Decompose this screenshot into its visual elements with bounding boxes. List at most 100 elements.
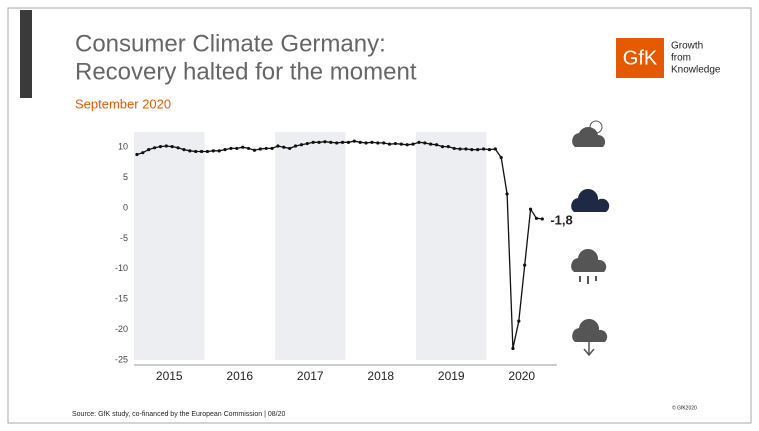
data-point — [258, 147, 262, 151]
rain-icon — [579, 276, 597, 284]
data-point — [223, 148, 227, 152]
data-point — [235, 146, 239, 151]
data-point — [429, 142, 433, 146]
data-point — [246, 146, 251, 151]
data-line — [136, 140, 543, 349]
x-tick-label: 2020 — [508, 369, 535, 383]
data-point — [540, 217, 544, 221]
copyright: © GfK2020 — [672, 404, 697, 411]
data-point — [393, 141, 398, 146]
data-point — [511, 346, 515, 351]
logo-tagline: from — [671, 53, 691, 64]
x-tick-label: 2019 — [438, 369, 465, 383]
arrow-icon — [583, 336, 595, 357]
logo-box — [616, 38, 664, 78]
data-point — [217, 149, 221, 153]
data-point — [387, 142, 392, 146]
data-point — [370, 140, 374, 144]
data-point — [487, 148, 492, 152]
data-point — [276, 144, 280, 148]
x-tick-label: 2018 — [367, 369, 394, 383]
data-point — [352, 139, 356, 143]
x-tick-label: 2016 — [226, 369, 253, 383]
accent-bar — [20, 10, 32, 98]
y-tick-label: 10 — [118, 142, 128, 152]
data-point — [470, 148, 474, 152]
data-point — [305, 141, 309, 146]
storm-cloud-icon — [572, 318, 608, 342]
data-point — [293, 144, 298, 148]
data-point — [264, 146, 268, 151]
data-point — [323, 140, 327, 144]
data-point — [158, 144, 163, 149]
cloud-icon — [571, 188, 610, 212]
data-point — [194, 149, 198, 154]
data-point — [452, 146, 456, 151]
y-tick-label: -10 — [115, 263, 128, 273]
data-point — [517, 319, 521, 323]
data-point — [311, 140, 315, 144]
data-point — [411, 142, 415, 146]
data-point — [346, 140, 351, 144]
logo-mark: GfK — [623, 47, 658, 69]
data-point — [476, 148, 480, 152]
data-point — [358, 140, 362, 144]
data-point — [528, 207, 533, 211]
data-point — [317, 140, 321, 144]
shaded-band — [134, 132, 205, 360]
logo-tagline: Knowledge — [671, 65, 721, 76]
data-point — [252, 148, 257, 152]
data-point — [523, 263, 527, 267]
shaded-band — [416, 132, 487, 360]
x-tick-label: 2017 — [297, 369, 324, 383]
shaded-band-key: 2019 — [438, 369, 465, 383]
rain-cloud-icon — [571, 248, 607, 272]
value-label: -1,8 — [550, 212, 572, 227]
x-tick-label: 2015 — [156, 369, 183, 383]
data-point — [205, 149, 210, 154]
shaded-band-key: 2017 — [297, 369, 324, 383]
source-note: Source: GfK study, co-financed by the Eu… — [72, 411, 285, 418]
y-tick-label: 5 — [123, 172, 128, 182]
data-point — [141, 151, 145, 155]
data-point — [376, 141, 380, 145]
data-point — [481, 147, 486, 151]
data-point — [241, 145, 245, 149]
data-point — [164, 144, 168, 148]
y-tick-label: -5 — [120, 233, 128, 243]
title-line: Consumer Climate Germany: — [75, 30, 386, 57]
title-line: Recovery halted for the moment — [75, 58, 417, 85]
data-point — [170, 144, 174, 149]
data-point — [440, 144, 445, 149]
data-point — [399, 142, 403, 146]
y-tick-label: 0 — [123, 202, 128, 212]
data-point — [340, 140, 345, 144]
y-tick-label: -15 — [115, 294, 128, 304]
data-point — [211, 149, 215, 153]
data-point — [434, 143, 439, 147]
data-point — [505, 192, 509, 196]
data-point — [188, 149, 192, 153]
data-point — [199, 149, 204, 154]
data-point — [382, 141, 386, 145]
weather-icons — [571, 120, 610, 357]
data-point — [329, 140, 333, 144]
data-point — [417, 140, 421, 144]
data-point — [464, 147, 468, 151]
data-point — [534, 216, 539, 220]
data-point — [288, 146, 292, 151]
cloud-icon — [572, 126, 606, 147]
y-tick-label: -25 — [115, 354, 128, 364]
data-point — [135, 152, 139, 157]
shaded-band-key: 2015 — [156, 369, 183, 383]
data-point — [282, 145, 286, 149]
data-point — [493, 147, 497, 151]
data-point — [446, 144, 450, 149]
data-point — [182, 148, 186, 152]
data-point — [364, 141, 368, 145]
shaded-band — [275, 132, 346, 360]
data-point — [270, 146, 274, 151]
y-tick-label: -20 — [115, 324, 128, 334]
